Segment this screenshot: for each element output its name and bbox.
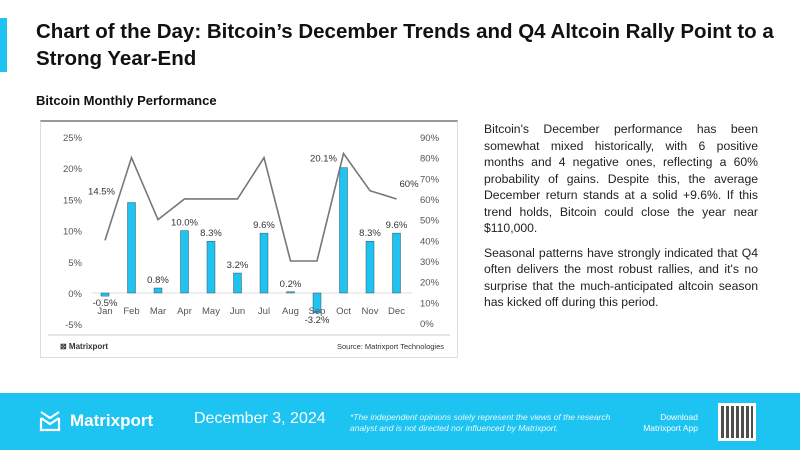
bar-data-label: 8.3% xyxy=(200,228,222,239)
paragraph: Bitcoin's December performance has been … xyxy=(484,122,758,235)
x-tick-label: Jul xyxy=(258,306,270,317)
x-tick-label: Dec xyxy=(388,306,405,317)
qr-code[interactable] xyxy=(718,403,756,441)
chart-source: Source: Matrixport Technologies xyxy=(337,342,444,351)
left-tick-label: 20% xyxy=(63,164,83,175)
right-tick-label: 40% xyxy=(420,236,440,247)
bar xyxy=(312,292,322,314)
bar-data-label: 9.6% xyxy=(386,220,408,231)
bar-data-label: 8.3% xyxy=(359,228,381,239)
chart-subtitle: Bitcoin Monthly Performance xyxy=(36,93,217,108)
bar xyxy=(392,232,401,294)
right-tick-label: 30% xyxy=(420,257,440,268)
right-tick-label: 20% xyxy=(420,278,440,289)
bar xyxy=(339,167,348,294)
matrixport-logo-icon xyxy=(39,411,61,432)
x-tick-label: Jan xyxy=(97,306,112,317)
bar xyxy=(206,241,216,294)
right-tick-label: 90% xyxy=(420,133,440,144)
bar-data-label: 20.1% xyxy=(310,154,337,165)
article-body: Bitcoin's December performance has been … xyxy=(484,121,758,319)
bar xyxy=(153,287,163,294)
chart-logo: ⊠ Matrixport xyxy=(60,342,108,351)
bar xyxy=(259,232,269,294)
disclaimer: *The independent opinions solely represe… xyxy=(350,412,611,433)
bar-data-label: 9.6% xyxy=(253,220,275,231)
footer: Matrixport December 3, 2024 *The indepen… xyxy=(0,393,800,450)
left-tick-label: -5% xyxy=(65,320,82,331)
bar xyxy=(180,230,189,294)
x-tick-label: May xyxy=(202,306,220,317)
bar-data-label: 0.8% xyxy=(147,275,169,286)
line-data-label: 60% xyxy=(400,179,420,190)
probability-line xyxy=(104,151,397,262)
bar xyxy=(286,291,295,294)
bar-data-label: 10.0% xyxy=(171,218,198,229)
bar-data-label: -0.5% xyxy=(93,298,118,309)
page-title: Chart of the Day: Bitcoin’s December Tre… xyxy=(36,20,774,70)
x-tick-label: Aug xyxy=(282,306,299,317)
left-tick-label: 10% xyxy=(63,227,83,238)
x-tick-label: Jun xyxy=(230,306,245,317)
footer-brand: Matrixport xyxy=(70,411,154,430)
bar-data-label: 0.2% xyxy=(280,279,302,290)
right-tick-label: 60% xyxy=(420,195,440,206)
x-tick-label: Sep xyxy=(309,306,326,317)
bar xyxy=(100,292,110,297)
left-tick-label: 15% xyxy=(63,195,83,206)
x-tick-label: Apr xyxy=(177,306,192,317)
x-tick-label: Mar xyxy=(150,306,166,317)
chart-box xyxy=(40,120,458,358)
footer-date: December 3, 2024 xyxy=(194,410,326,427)
right-tick-label: 80% xyxy=(420,154,440,165)
bar xyxy=(365,241,375,294)
right-tick-label: 70% xyxy=(420,174,440,185)
left-tick-label: 0% xyxy=(68,289,82,300)
right-tick-label: 50% xyxy=(420,216,440,227)
bar xyxy=(127,202,136,294)
x-tick-label: Feb xyxy=(123,306,139,317)
x-tick-label: Nov xyxy=(362,306,379,317)
left-tick-label: 5% xyxy=(68,258,82,269)
paragraph: Seasonal patterns have strongly indicate… xyxy=(484,245,758,310)
download-app-link[interactable]: Download Matrixport App xyxy=(643,412,698,433)
bar-data-label: 3.2% xyxy=(227,260,249,271)
right-tick-label: 0% xyxy=(420,319,434,330)
bar-data-label: 14.5% xyxy=(88,187,115,198)
footer-logo: Matrixport xyxy=(38,409,153,433)
accent-bar xyxy=(0,18,7,72)
right-tick-label: 10% xyxy=(420,298,440,309)
left-tick-label: 25% xyxy=(63,133,83,144)
x-tick-label: Oct xyxy=(336,306,351,317)
bar xyxy=(233,272,242,294)
bar-data-label: -3.2% xyxy=(305,315,330,326)
